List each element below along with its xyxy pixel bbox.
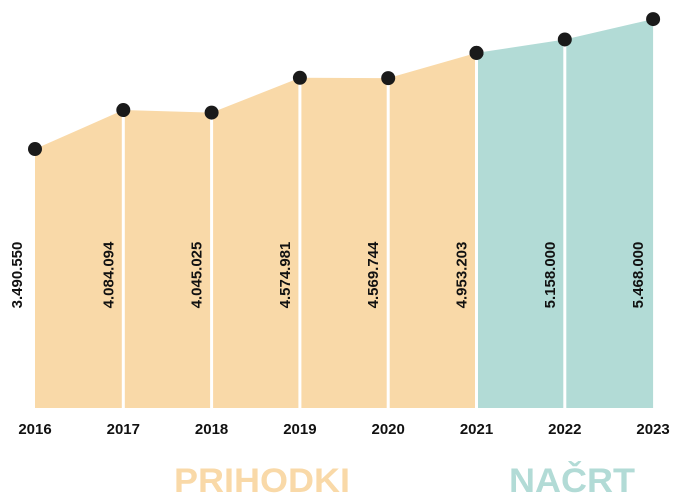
point <box>28 142 42 157</box>
area <box>35 52 477 408</box>
x-tick-label: 2018 <box>195 421 228 438</box>
value-label: 5.468.000 <box>630 242 647 309</box>
value-label: 4.574.981 <box>277 242 294 309</box>
x-tick-label: 2021 <box>460 421 493 438</box>
value-label: 4.569.744 <box>365 241 382 308</box>
value-label: 3.490.550 <box>9 242 26 309</box>
x-tick-label: 2022 <box>548 421 581 438</box>
x-tick-label: 2017 <box>107 421 140 438</box>
point <box>557 32 572 47</box>
point <box>381 71 396 86</box>
point <box>292 70 307 85</box>
legend-label: PRIHODKI <box>174 462 350 498</box>
point <box>469 45 484 60</box>
x-tick-label: 2016 <box>18 421 51 438</box>
point <box>116 103 131 118</box>
point <box>204 105 219 120</box>
legend-label: NAČRT <box>509 461 635 498</box>
point <box>646 12 661 27</box>
value-label: 4.084.094 <box>100 241 117 308</box>
x-tick-label: 2023 <box>636 421 669 438</box>
value-label: 5.158.000 <box>542 242 559 309</box>
value-label: 4.953.203 <box>453 242 470 309</box>
x-tick-label: 2020 <box>372 421 405 438</box>
x-tick-label: 2019 <box>283 421 316 438</box>
value-label: 4.045.025 <box>189 242 206 309</box>
